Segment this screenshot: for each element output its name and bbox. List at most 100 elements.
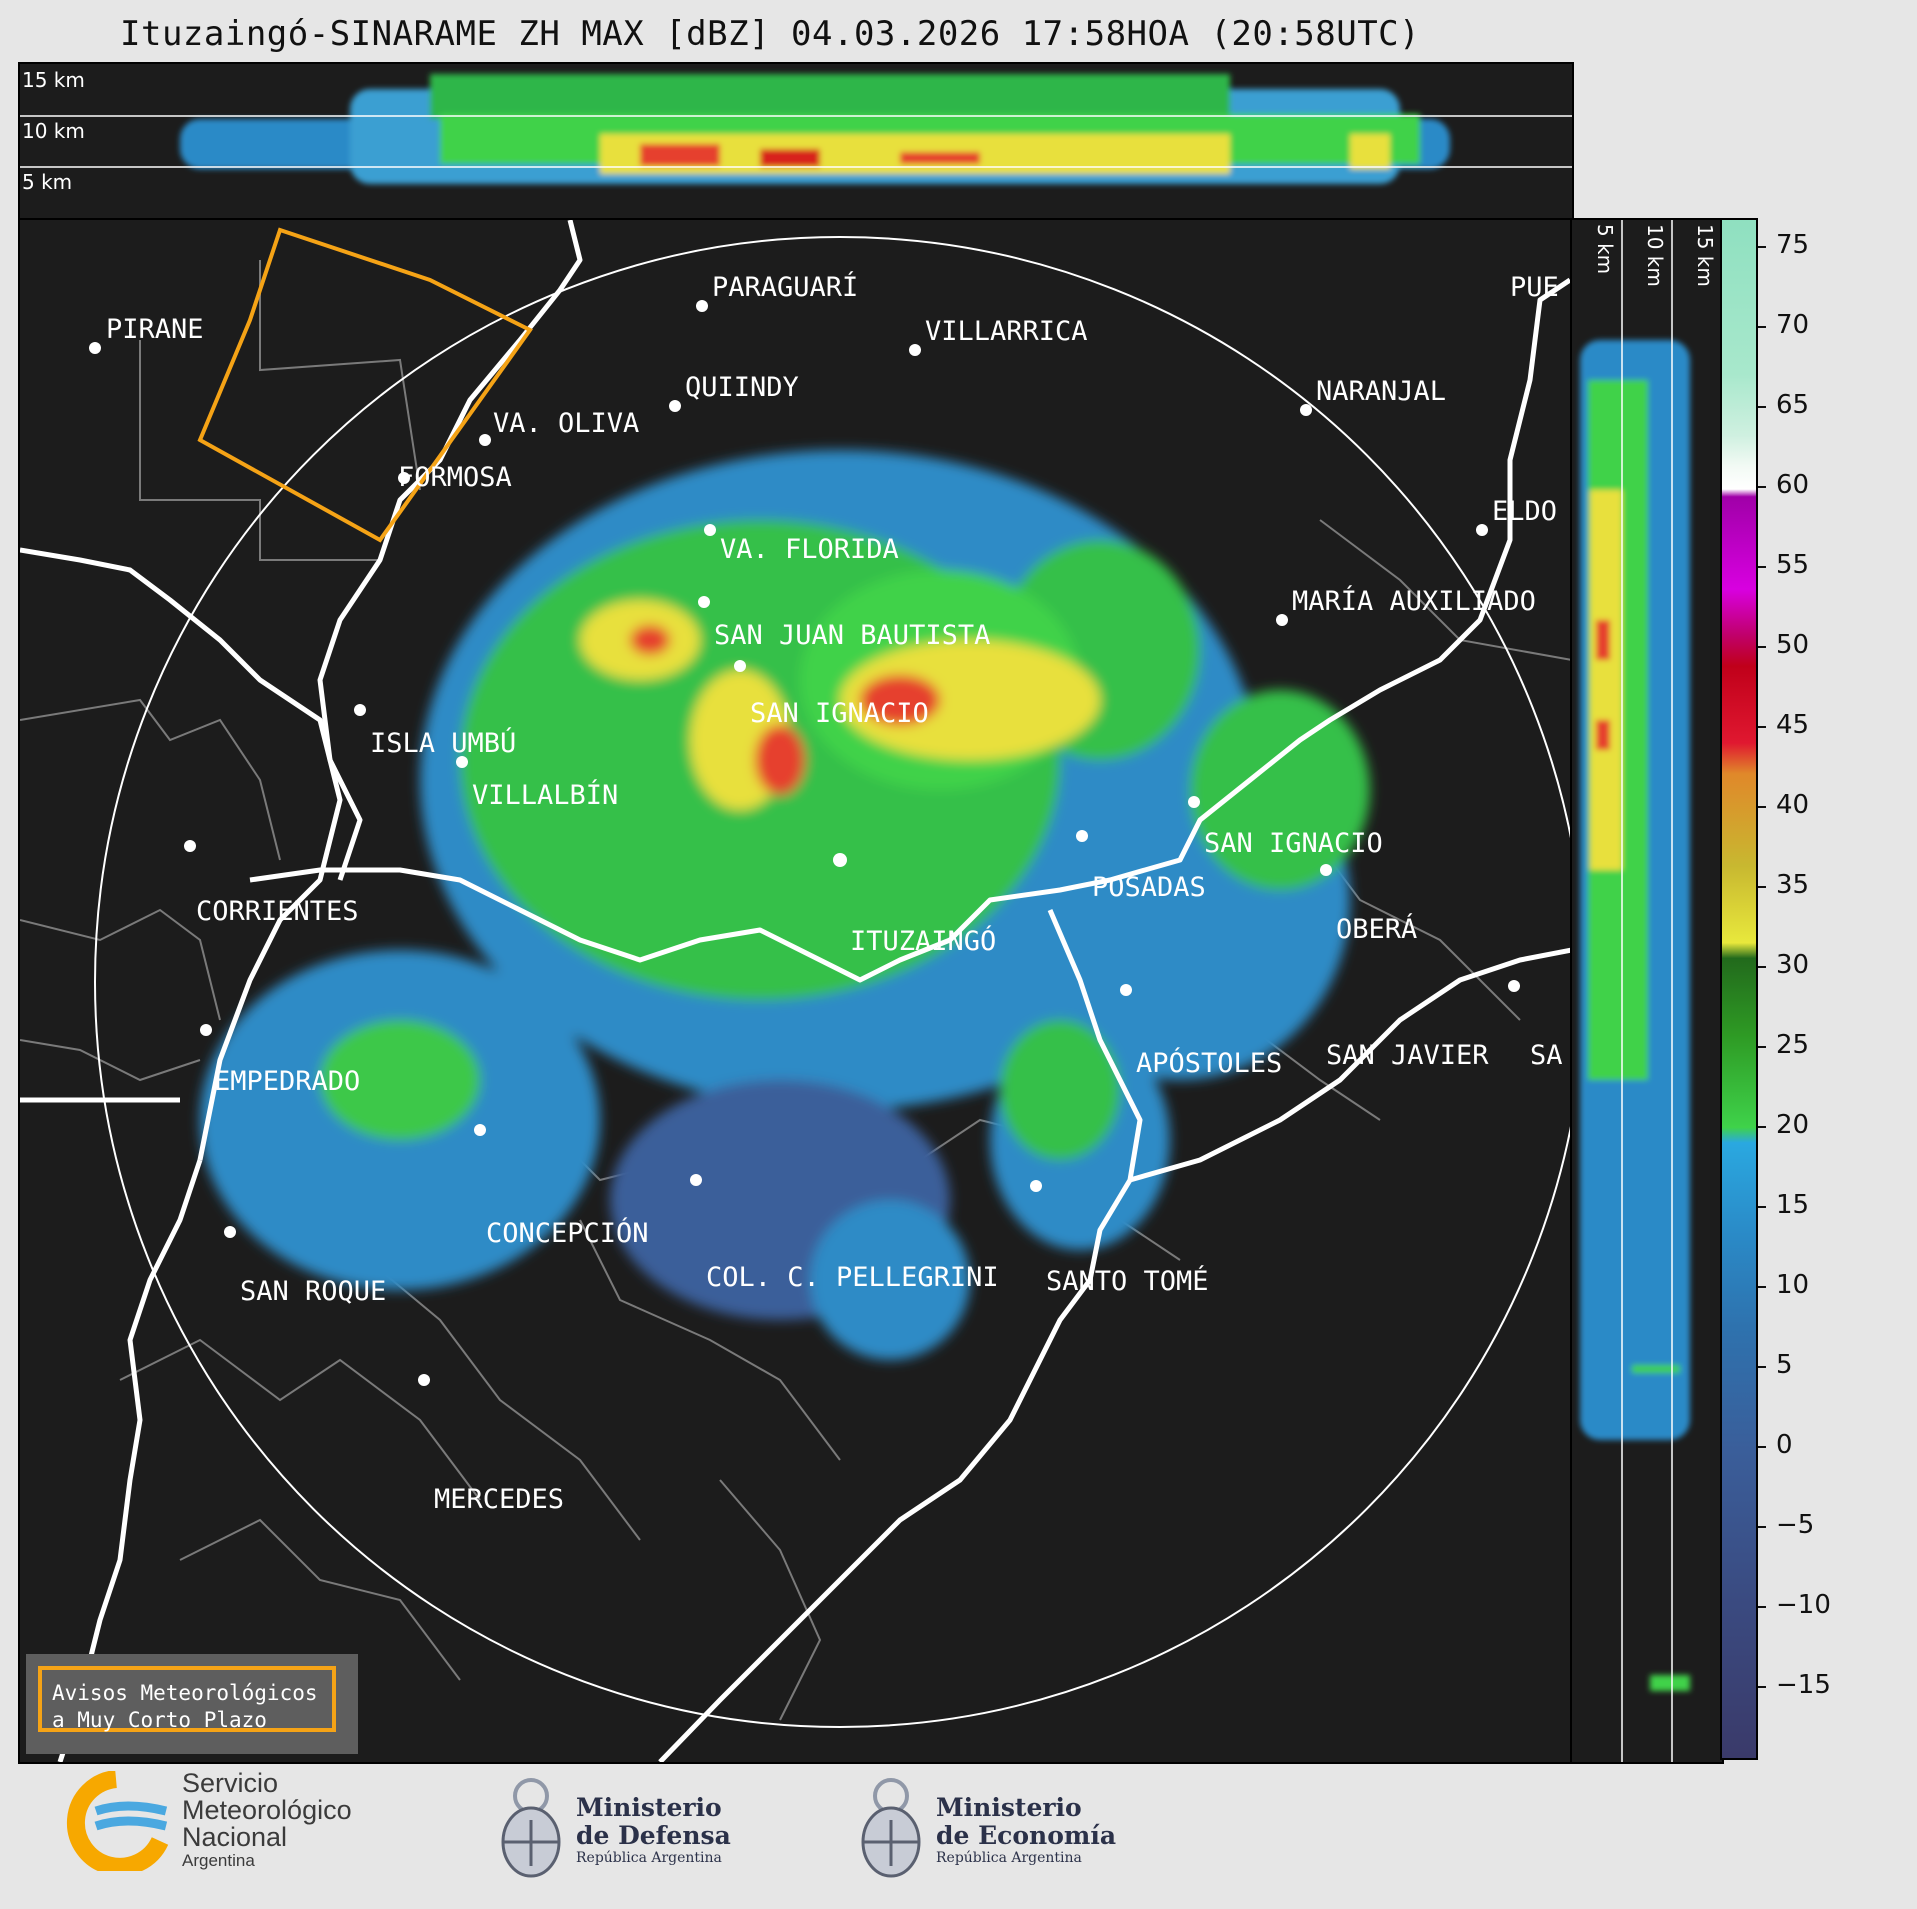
colorbar-tick-label: 25: [1776, 1030, 1810, 1060]
place-label-formosa: FORMOSA: [398, 462, 512, 493]
place-label-villalbin: VILLALBÍN: [472, 779, 618, 811]
colorbar-tick-label: 40: [1776, 790, 1810, 820]
dbz-colorbar: [1720, 218, 1758, 1760]
place-label-santo-tome: SANTO TOMÉ: [1046, 1265, 1209, 1297]
colorbar-tick-label: 10: [1776, 1270, 1810, 1300]
colorbar-tick-label: 0: [1776, 1430, 1793, 1460]
place-label-empedrado: EMPEDRADO: [214, 1066, 360, 1097]
smn-name-line3: Nacional: [182, 1822, 288, 1852]
colorbar-tick: [1758, 1286, 1766, 1288]
defensa-country: República Argentina: [576, 1850, 722, 1866]
place-label-obera: OBERÁ: [1336, 913, 1417, 945]
colorbar-tick-label: 60: [1776, 470, 1810, 500]
colorbar-tick: [1758, 486, 1766, 488]
colorbar-tick-label: 15: [1776, 1190, 1810, 1220]
place-label-pue: PUE: [1510, 272, 1559, 303]
colorbar-tick: [1758, 646, 1766, 648]
colorbar-tick-label: 30: [1776, 950, 1810, 980]
place-label-eldo: ELDO: [1492, 496, 1557, 527]
place-label-posadas: POSADAS: [1092, 872, 1206, 903]
place-label-col-c-pellegrini: COL. C. PELLEGRINI: [706, 1262, 999, 1293]
colorbar-tick: [1758, 1606, 1766, 1608]
smn-country: Argentina: [182, 1851, 255, 1870]
side-height-label-5km: 5 km: [1593, 224, 1617, 274]
alerts-legend-box: Avisos Meteorológicos a Muy Corto Plazo: [26, 1654, 358, 1754]
place-label-pirane: PIRANE: [106, 314, 204, 345]
defensa-logo: Ministerio de Defensa República Argentin…: [494, 1770, 731, 1890]
defensa-line1: Ministerio: [576, 1793, 722, 1822]
colorbar-tick: [1758, 1686, 1766, 1688]
place-label-san-ignacio-ar: SAN IGNACIO: [1204, 828, 1383, 859]
colorbar-tick: [1758, 886, 1766, 888]
place-label-maria-auxiliadora: MARÍA AUXILIADO: [1292, 585, 1536, 617]
smn-name-line2: Meteorológico: [182, 1795, 352, 1825]
radar-echoes: [200, 450, 1370, 1360]
colorbar-tick-label: −5: [1776, 1510, 1815, 1540]
smn-name-line1: Servicio: [182, 1768, 279, 1798]
place-label-isla-umbu: ISLA UMBÚ: [370, 727, 516, 759]
economia-country: República Argentina: [936, 1850, 1082, 1866]
side-cross-section-panel: 5 km 10 km 15 km: [1570, 218, 1724, 1764]
side-cross-section-echo: [1580, 340, 1690, 1691]
radar-map-panel: PIRANE PARAGUARÍ VILLARRICA QUIINDY VA. …: [18, 218, 1574, 1764]
place-label-san-roque: SAN ROQUE: [240, 1276, 386, 1307]
colorbar-tick: [1758, 966, 1766, 968]
place-label-mercedes: MERCEDES: [434, 1484, 564, 1515]
place-label-concepcion: CONCEPCIÓN: [486, 1217, 649, 1249]
place-label-quiindy: QUIINDY: [685, 372, 799, 403]
colorbar-tick-label: 70: [1776, 310, 1810, 340]
place-labels: PIRANE PARAGUARÍ VILLARRICA QUIINDY VA. …: [106, 271, 1563, 1515]
colorbar-tick: [1758, 1526, 1766, 1528]
colorbar-tick-label: −10: [1776, 1590, 1831, 1620]
top-height-label-5km: 5 km: [22, 170, 73, 194]
place-label-va-oliva: VA. OLIVA: [493, 408, 639, 439]
place-markers: [89, 300, 1520, 1386]
defensa-line2: de Defensa: [576, 1821, 731, 1850]
colorbar-tick: [1758, 806, 1766, 808]
colorbar-tick-label: 35: [1776, 870, 1810, 900]
economia-line2: de Economía: [936, 1821, 1117, 1850]
place-label-san-juan-bautista: SAN JUAN BAUTISTA: [714, 620, 990, 651]
top-height-label-15km: 15 km: [22, 68, 85, 92]
place-label-naranjal: NARANJAL: [1316, 376, 1446, 407]
colorbar-tick-label: 65: [1776, 390, 1810, 420]
colorbar-tick: [1758, 1206, 1766, 1208]
side-height-label-10km: 10 km: [1643, 224, 1667, 287]
colorbar-tick-label: −15: [1776, 1670, 1831, 1700]
alert-polygon: [197, 227, 533, 543]
place-label-san-ignacio-py: SAN IGNACIO: [750, 698, 929, 729]
economia-line1: Ministerio: [936, 1793, 1082, 1822]
place-label-va-florida: VA. FLORIDA: [720, 534, 899, 565]
alerts-legend-line2: a Muy Corto Plazo: [52, 1708, 267, 1732]
economia-logo: Ministerio de Economía República Argenti…: [854, 1770, 1116, 1890]
colorbar-tick: [1758, 1366, 1766, 1368]
colorbar-tick: [1758, 246, 1766, 248]
colorbar-tick-label: 75: [1776, 230, 1810, 260]
colorbar-tick: [1758, 566, 1766, 568]
alerts-legend-line1: Avisos Meteorológicos: [52, 1681, 318, 1705]
colorbar-tick-label: 20: [1776, 1110, 1810, 1140]
colorbar-tick-label: 45: [1776, 710, 1810, 740]
place-label-paraguari: PARAGUARÍ: [712, 271, 858, 303]
alerts-legend-frame: Avisos Meteorológicos a Muy Corto Plazo: [38, 1666, 336, 1732]
place-label-corrientes: CORRIENTES: [196, 896, 359, 927]
top-cross-section-panel: 15 km 10 km 5 km: [18, 62, 1574, 220]
colorbar-tick-label: 50: [1776, 630, 1810, 660]
colorbar-tick: [1758, 1046, 1766, 1048]
coat-of-arms-icon: [861, 1778, 921, 1878]
place-label-ituzaingo: ITUZAINGÓ: [850, 925, 996, 957]
place-label-sa: SA: [1530, 1040, 1563, 1071]
colorbar-tick: [1758, 1446, 1766, 1448]
coat-of-arms-icon: [501, 1778, 561, 1878]
side-height-label-15km: 15 km: [1693, 224, 1717, 287]
smn-logo: Servicio Meteorológico Nacional Argentin…: [56, 1770, 352, 1871]
top-height-label-10km: 10 km: [22, 119, 85, 143]
place-label-villarrica: VILLARRICA: [925, 316, 1088, 347]
colorbar-tick: [1758, 326, 1766, 328]
smn-logo-icon: [66, 1770, 169, 1871]
place-label-apostoles: APÓSTOLES: [1136, 1047, 1282, 1079]
colorbar-tick-label: 55: [1776, 550, 1810, 580]
place-label-san-javier: SAN JAVIER: [1326, 1040, 1489, 1071]
colorbar-tick: [1758, 406, 1766, 408]
map-title: Ituzaingó-SINARAME ZH MAX [dBZ] 04.03.20…: [120, 14, 1421, 54]
